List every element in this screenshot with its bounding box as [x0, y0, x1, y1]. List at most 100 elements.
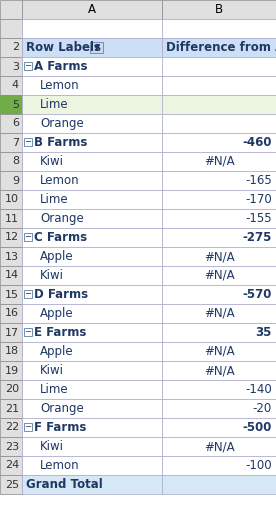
- Text: #N/A: #N/A: [204, 307, 234, 320]
- Bar: [22, 418, 162, 437]
- Bar: [162, 228, 276, 247]
- Bar: [22, 361, 162, 380]
- Bar: [162, 380, 276, 399]
- Bar: [0, 190, 22, 209]
- Text: Orange: Orange: [40, 117, 84, 130]
- Text: Lime: Lime: [40, 193, 69, 206]
- Text: 14: 14: [5, 270, 19, 280]
- Text: -460: -460: [243, 136, 272, 149]
- Bar: [0, 418, 22, 437]
- Bar: [0, 361, 22, 380]
- Bar: [162, 437, 276, 456]
- Bar: [162, 171, 276, 190]
- Bar: [90, 42, 103, 53]
- Bar: [22, 57, 162, 76]
- Bar: [0, 76, 22, 95]
- Bar: [0, 456, 22, 475]
- Bar: [0, 114, 22, 133]
- Bar: [22, 190, 162, 209]
- Text: 21: 21: [5, 404, 19, 413]
- Text: Kiwi: Kiwi: [40, 440, 64, 453]
- Bar: [162, 418, 276, 437]
- Bar: [22, 304, 162, 323]
- Bar: [0, 209, 22, 228]
- Text: 3: 3: [12, 61, 19, 71]
- Bar: [0, 285, 22, 304]
- Bar: [0, 304, 22, 323]
- Bar: [162, 38, 276, 57]
- Text: -140: -140: [245, 383, 272, 396]
- Bar: [162, 399, 276, 418]
- Text: 15: 15: [5, 290, 19, 300]
- Bar: [24, 290, 32, 298]
- Text: Kiwi: Kiwi: [40, 155, 64, 168]
- Bar: [162, 152, 276, 171]
- Bar: [22, 342, 162, 361]
- Bar: [22, 152, 162, 171]
- Bar: [22, 0, 162, 19]
- Bar: [0, 57, 22, 76]
- Bar: [22, 380, 162, 399]
- Bar: [22, 95, 162, 114]
- Text: #N/A: #N/A: [204, 364, 234, 377]
- Bar: [0, 0, 22, 19]
- Text: Difference from A Farms: Difference from A Farms: [166, 41, 276, 54]
- Text: Lime: Lime: [40, 98, 69, 111]
- Text: −: −: [25, 290, 31, 298]
- Text: #N/A: #N/A: [204, 440, 234, 453]
- Bar: [0, 475, 22, 494]
- Bar: [162, 285, 276, 304]
- Text: Lemon: Lemon: [40, 79, 79, 92]
- Bar: [162, 190, 276, 209]
- Text: 35: 35: [256, 326, 272, 339]
- Bar: [162, 456, 276, 475]
- Bar: [22, 171, 162, 190]
- Text: ▼: ▼: [94, 43, 99, 52]
- Bar: [24, 423, 32, 431]
- Text: 7: 7: [12, 137, 19, 148]
- Bar: [0, 19, 22, 38]
- Text: 19: 19: [5, 366, 19, 375]
- Bar: [162, 209, 276, 228]
- Text: -155: -155: [245, 212, 272, 225]
- Bar: [0, 323, 22, 342]
- Text: Grand Total: Grand Total: [26, 478, 103, 491]
- Bar: [22, 19, 162, 38]
- Text: #N/A: #N/A: [204, 269, 234, 282]
- Text: -165: -165: [245, 174, 272, 187]
- Bar: [22, 76, 162, 95]
- Bar: [0, 152, 22, 171]
- Text: D Farms: D Farms: [34, 288, 88, 301]
- Text: 18: 18: [5, 346, 19, 357]
- Text: 20: 20: [5, 384, 19, 395]
- Text: 17: 17: [5, 328, 19, 337]
- Bar: [22, 114, 162, 133]
- Bar: [22, 475, 162, 494]
- Text: Kiwi: Kiwi: [40, 364, 64, 377]
- Text: -170: -170: [245, 193, 272, 206]
- Bar: [22, 456, 162, 475]
- Bar: [0, 342, 22, 361]
- Text: −: −: [25, 422, 31, 432]
- Bar: [162, 475, 276, 494]
- Text: Apple: Apple: [40, 307, 74, 320]
- Bar: [22, 38, 162, 57]
- Text: 11: 11: [5, 214, 19, 224]
- Bar: [22, 133, 162, 152]
- Bar: [162, 361, 276, 380]
- Text: F Farms: F Farms: [34, 421, 86, 434]
- Text: #N/A: #N/A: [204, 250, 234, 263]
- Bar: [162, 19, 276, 38]
- Text: -20: -20: [253, 402, 272, 415]
- Bar: [22, 247, 162, 266]
- Text: 13: 13: [5, 252, 19, 262]
- Text: Apple: Apple: [40, 345, 74, 358]
- Text: −: −: [25, 137, 31, 147]
- Text: Apple: Apple: [40, 250, 74, 263]
- Text: 9: 9: [12, 175, 19, 186]
- Text: E Farms: E Farms: [34, 326, 86, 339]
- Text: 5: 5: [12, 99, 19, 110]
- Bar: [22, 285, 162, 304]
- Bar: [162, 266, 276, 285]
- Text: 23: 23: [5, 441, 19, 451]
